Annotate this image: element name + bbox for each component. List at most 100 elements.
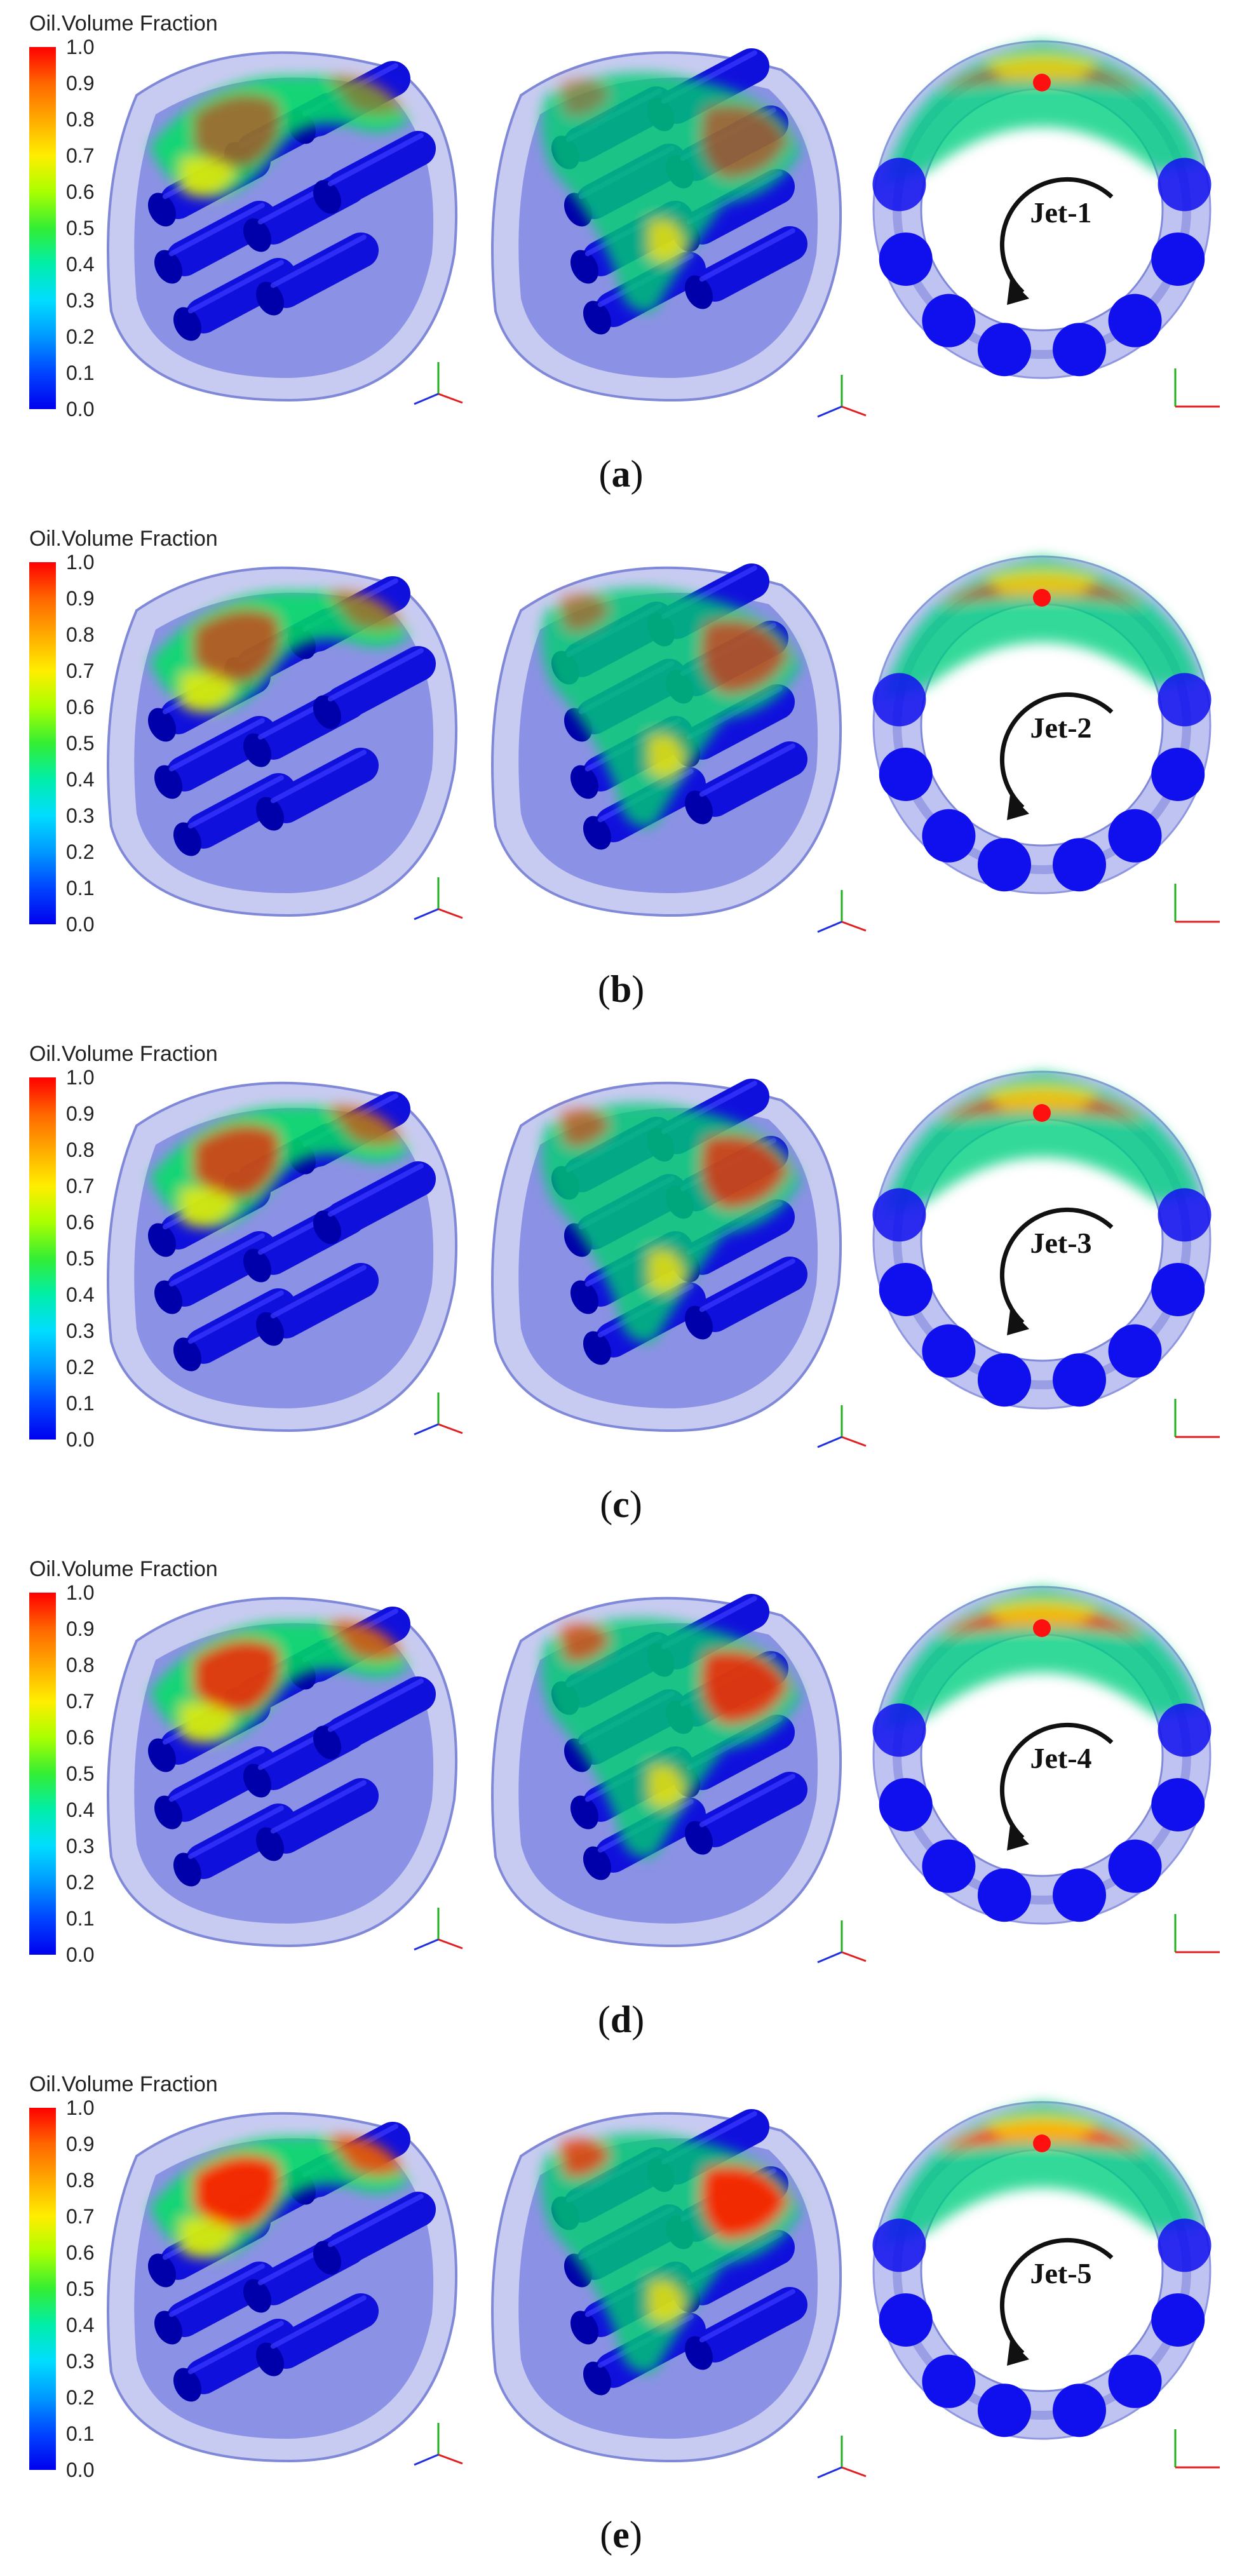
legend-tick: 0.2	[66, 2386, 95, 2409]
roller-dot	[922, 809, 976, 863]
legend-tick: 0.7	[66, 1690, 95, 1713]
bearing-view-left	[107, 1081, 458, 1433]
bearing-artwork: Jet-3	[107, 1070, 1220, 1448]
caption-letter: e	[612, 2514, 630, 2556]
roller-dot	[977, 1868, 1031, 1922]
roller-dot	[922, 1324, 976, 1378]
legend-tick: 0.6	[66, 1726, 95, 1749]
caption-letter: b	[610, 968, 632, 1010]
roller-dot	[922, 2354, 976, 2408]
jet-nozzle-dot	[1033, 2134, 1051, 2152]
panel-a: Oil.Volume Fraction 1.0 0.9 0.8 0.7 0.6 0.5 0.4…	[0, 0, 1242, 515]
legend-tick: 0.8	[66, 2169, 95, 2192]
legend-tick: 0.8	[66, 108, 95, 131]
axes-glyph-right	[1174, 2429, 1220, 2469]
legend-tick: 0.7	[66, 1175, 95, 1197]
roller-dot	[879, 747, 933, 801]
roller-dot	[1108, 2354, 1162, 2408]
bearing-view-middle	[491, 2108, 842, 2463]
legend-tick: 1.0	[66, 2096, 95, 2119]
legend-tick: 0.1	[66, 361, 95, 384]
bearing-view-left	[107, 566, 458, 917]
panel-caption: (b)	[597, 968, 645, 1010]
legend-tick: 0.2	[66, 1871, 95, 1894]
legend-tick: 0.8	[66, 623, 95, 646]
legend-title: Oil.Volume Fraction	[29, 1042, 218, 1066]
panel-c: Oil.Volume Fraction 1.0 0.9 0.8 0.7 0.6 0.5 0.4…	[0, 1030, 1242, 1546]
panel-e: Oil.Volume Fraction 1.0 0.9 0.8 0.7 0.6 0.5 0.4…	[0, 2061, 1242, 2576]
legend-tick: 0.9	[66, 2133, 95, 2155]
bearing-artwork: Jet-2	[107, 555, 1220, 933]
jet-label: Jet-4	[1030, 1742, 1091, 1774]
axes-glyph-left	[414, 877, 463, 920]
legend-tick: 0.3	[66, 804, 95, 827]
rotation-arrow-icon	[999, 692, 1114, 809]
legend-tick: 0.4	[66, 768, 95, 791]
roller-dot	[1151, 1262, 1205, 1316]
legend-title: Oil.Volume Fraction	[29, 527, 218, 551]
colorbar	[29, 562, 56, 924]
legend-tick: 0.1	[66, 877, 95, 900]
legend-tick: 0.0	[66, 1943, 95, 1966]
roller-dot	[1151, 2293, 1205, 2347]
roller-dot	[977, 838, 1031, 892]
legend-tick: 0.9	[66, 72, 95, 95]
legend-tick: 1.0	[66, 36, 95, 58]
legend-tick: 0.5	[66, 732, 95, 755]
roller-dot	[879, 1262, 933, 1316]
panel-b: Oil.Volume Fraction 1.0 0.9 0.8 0.7 0.6 0.5 0.4…	[0, 515, 1242, 1030]
roller-dot	[879, 2293, 933, 2347]
roller-dot	[1108, 1324, 1162, 1378]
jet-nozzle-dot	[1033, 74, 1051, 91]
colorbar	[29, 1593, 56, 1955]
axes-glyph-right	[1174, 884, 1220, 923]
legend-tick: 0.6	[66, 180, 95, 203]
roller-dot	[977, 1353, 1031, 1407]
legend-tick: 0.9	[66, 1617, 95, 1640]
legend-tick: 0.3	[66, 2350, 95, 2373]
roller-dot	[922, 1839, 976, 1893]
roller-dot	[1053, 323, 1107, 377]
bearing-view-middle	[491, 1078, 842, 1433]
bearing-artwork: Jet-5	[107, 2101, 1220, 2479]
jet-nozzle-dot	[1033, 1104, 1051, 1122]
jet-label: Jet-3	[1030, 1227, 1091, 1259]
legend-tick: 0.3	[66, 1835, 95, 1858]
axes-glyph-middle	[817, 375, 867, 418]
legend-tick: 0.5	[66, 1762, 95, 1785]
axes-glyph-left	[414, 362, 463, 405]
jet-label: Jet-1	[1030, 196, 1091, 229]
axes-glyph-middle	[817, 1405, 867, 1448]
legend-tick: 0.5	[66, 2277, 95, 2300]
ring-view: Jet-1	[872, 40, 1212, 379]
roller-dot	[879, 232, 933, 286]
axes-glyph-right	[1174, 1399, 1220, 1438]
legend-tick: 0.4	[66, 1283, 95, 1306]
bearing-artwork: Jet-1	[107, 40, 1220, 418]
bearing-view-middle	[491, 1593, 842, 1948]
jet-label: Jet-5	[1030, 2257, 1091, 2289]
axes-glyph-middle	[817, 2436, 867, 2479]
axes-glyph-left	[414, 2423, 463, 2466]
legend-tick: 0.4	[66, 1798, 95, 1821]
jet-label: Jet-2	[1030, 711, 1091, 744]
legend-tick: 0.6	[66, 696, 95, 718]
panel-caption: (e)	[600, 2514, 642, 2556]
roller-dot	[1151, 1777, 1205, 1831]
panel-caption: (c)	[600, 1483, 642, 1525]
roller-dot	[1053, 1353, 1107, 1407]
axes-glyph-middle	[817, 890, 867, 933]
legend-tick: 0.1	[66, 1907, 95, 1930]
legend-tick: 0.8	[66, 1138, 95, 1161]
legend-tick: 0.0	[66, 398, 95, 421]
bearing-artwork: Jet-4	[107, 1586, 1220, 1964]
ring-view: Jet-4	[872, 1586, 1212, 1925]
rotation-arrow-icon	[999, 177, 1114, 294]
legend-tick: 0.6	[66, 2241, 95, 2264]
legend-tick: 0.0	[66, 2458, 95, 2481]
legend-tick: 0.2	[66, 1356, 95, 1379]
legend-tick: 0.0	[66, 913, 95, 936]
bearing-view-middle	[491, 563, 842, 917]
rotation-arrow-icon	[999, 1722, 1114, 1840]
legend-tick: 0.7	[66, 2205, 95, 2228]
